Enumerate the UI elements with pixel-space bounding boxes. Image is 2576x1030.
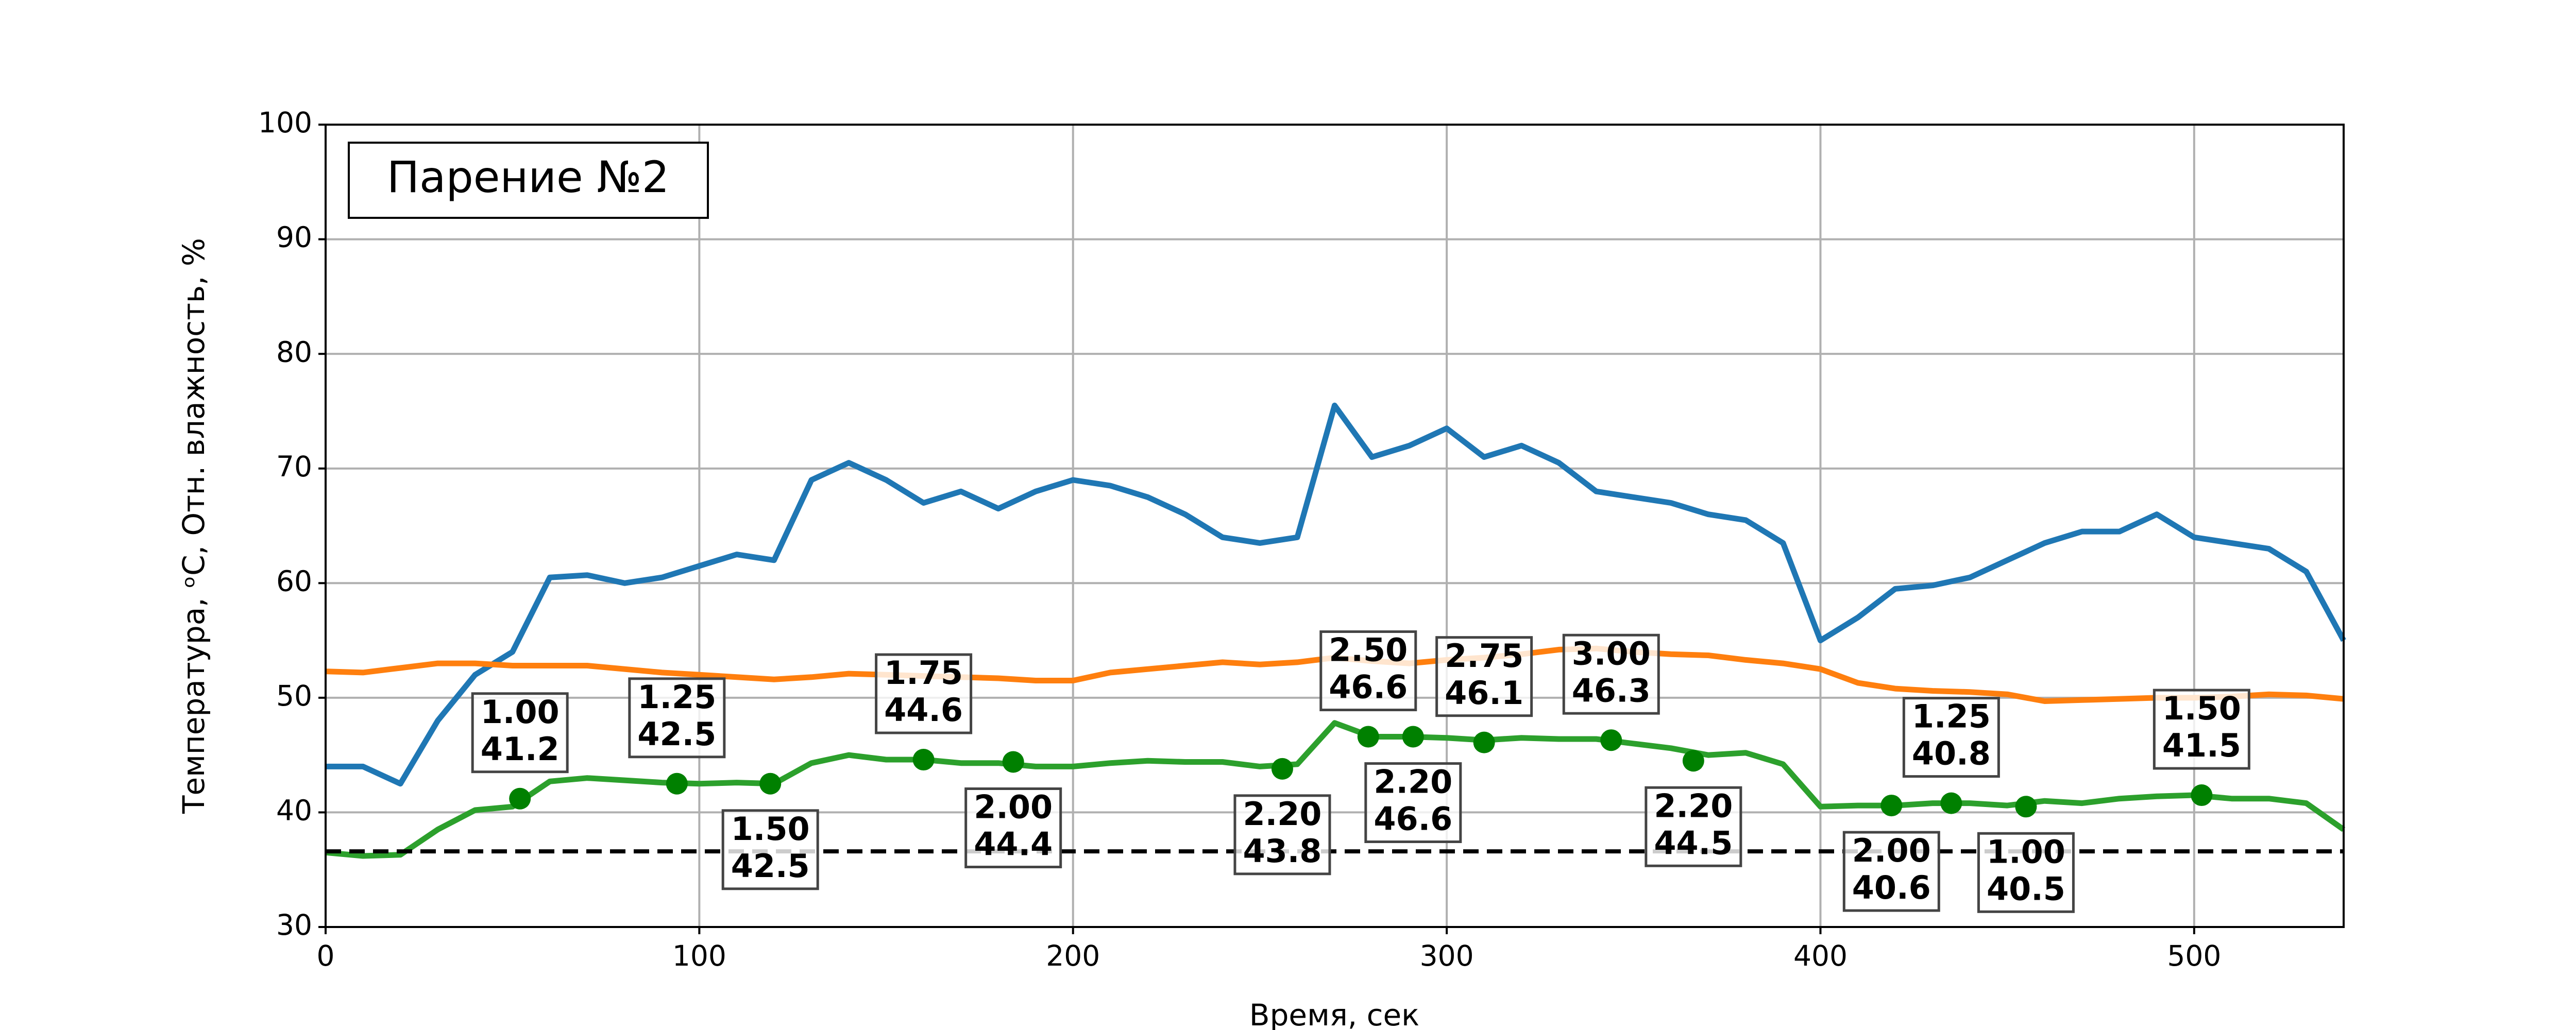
point-marker xyxy=(1940,792,1962,814)
annotation-rate: 2.20 xyxy=(1243,795,1321,833)
x-tick-label: 200 xyxy=(1046,939,1100,972)
annotation-rate: 2.20 xyxy=(1374,763,1452,801)
annotation-box xyxy=(1319,630,1417,712)
annotation-box xyxy=(1364,762,1462,844)
annotation-rate: 1.50 xyxy=(2162,690,2241,727)
annotation-rate: 1.00 xyxy=(481,693,560,731)
y-tick-label: 70 xyxy=(276,450,312,483)
annotation-box xyxy=(721,809,819,890)
line-series xyxy=(326,402,2346,787)
annotation-box xyxy=(471,692,569,774)
chart-title: Парение №2 xyxy=(387,152,669,202)
x-tick-label: 400 xyxy=(1793,939,1848,972)
point-marker xyxy=(1682,750,1704,772)
point-marker xyxy=(1271,758,1293,780)
y-tick-label: 50 xyxy=(276,679,312,712)
point-marker xyxy=(1357,726,1379,748)
annotation-box xyxy=(1842,831,1940,912)
y-tick-label: 60 xyxy=(276,564,312,597)
annotation-value: 44.4 xyxy=(974,826,1053,863)
plot-area: 1.0041.21.2542.51.5042.51.7544.62.0044.4… xyxy=(325,402,2346,913)
x-tick-label: 500 xyxy=(2167,939,2221,972)
annotation-rate: 2.75 xyxy=(1445,637,1523,675)
annotation-value: 40.8 xyxy=(1912,735,1991,772)
annotation-box xyxy=(1562,633,1660,715)
annotation-value: 40.5 xyxy=(1987,870,2065,907)
y-tick-label: 30 xyxy=(276,908,312,941)
annotation-rate: 1.25 xyxy=(637,678,716,716)
annotation-box xyxy=(1233,794,1331,876)
annotation-value: 44.6 xyxy=(884,691,963,729)
annotation-value: 40.6 xyxy=(1852,869,1931,906)
annotation-value: 44.5 xyxy=(1654,824,1733,862)
annotation-box xyxy=(628,677,726,759)
point-marker xyxy=(1880,795,1903,817)
point-marker xyxy=(1402,726,1424,748)
point-marker xyxy=(666,772,688,795)
x-axis-label: Время, сек xyxy=(1249,998,1419,1030)
point-marker xyxy=(1002,751,1024,773)
annotation-rate: 1.75 xyxy=(884,654,963,692)
annotation-box xyxy=(1977,832,2075,913)
y-tick-label: 90 xyxy=(276,221,312,254)
annotation-rate: 2.50 xyxy=(1329,631,1408,669)
annotation-rate: 2.20 xyxy=(1654,787,1733,825)
annotation-rate: 2.00 xyxy=(1852,832,1931,869)
y-tick-label: 100 xyxy=(258,106,312,139)
point-marker xyxy=(1600,729,1622,751)
annotation-rate: 1.25 xyxy=(1912,698,1991,735)
annotation-box xyxy=(1645,786,1742,867)
annotation-box xyxy=(875,653,973,734)
x-tick-label: 100 xyxy=(672,939,726,972)
annotation-box xyxy=(964,787,1062,868)
annotation-box xyxy=(2153,689,2250,770)
annotation-rate: 2.00 xyxy=(974,788,1053,826)
annotation-value: 46.6 xyxy=(1374,800,1452,838)
y-tick-label: 40 xyxy=(276,794,312,827)
annotation-rate: 3.00 xyxy=(1572,634,1651,672)
annotation-value: 41.5 xyxy=(2162,727,2241,764)
title-box xyxy=(348,142,709,219)
point-marker xyxy=(759,772,782,795)
annotation-value: 42.5 xyxy=(637,715,716,753)
annotation-value: 42.5 xyxy=(731,847,810,885)
axes-frame xyxy=(325,124,2345,928)
annotation-box xyxy=(1435,636,1533,717)
line-series xyxy=(325,720,2346,859)
point-marker xyxy=(2015,796,2037,818)
point-marker xyxy=(912,749,935,771)
annotation-box xyxy=(1902,697,2000,778)
annotation-value: 41.2 xyxy=(481,730,560,768)
annotation-rate: 1.50 xyxy=(731,810,810,848)
annotation-value: 46.3 xyxy=(1572,672,1651,709)
x-tick-label: 0 xyxy=(317,939,335,972)
point-marker xyxy=(2191,784,2213,806)
point-marker xyxy=(509,787,531,810)
point-marker xyxy=(1473,731,1495,753)
annotation-value: 43.8 xyxy=(1243,832,1321,870)
y-axis-label: Температура, ᵒC, Отн. влажность, % xyxy=(176,238,211,814)
x-tick-label: 300 xyxy=(1420,939,1474,972)
annotation-rate: 1.00 xyxy=(1987,833,2065,870)
annotation-value: 46.6 xyxy=(1329,668,1408,706)
annotation-value: 46.1 xyxy=(1445,674,1523,712)
y-tick-label: 80 xyxy=(276,335,312,368)
